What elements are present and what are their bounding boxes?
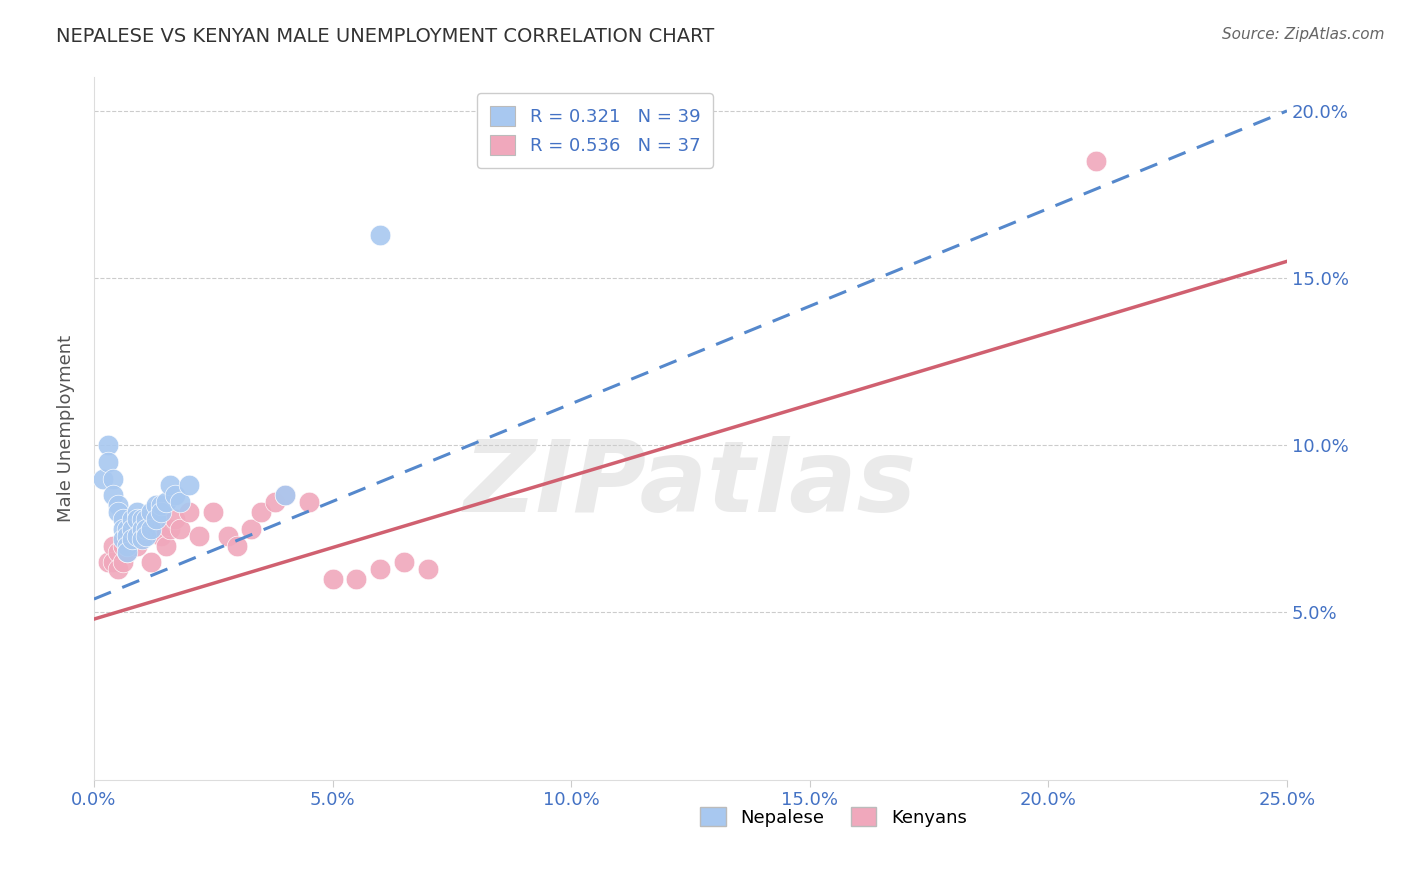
Point	[264, 495, 287, 509]
Text: NEPALESE VS KENYAN MALE UNEMPLOYMENT CORRELATION CHART: NEPALESE VS KENYAN MALE UNEMPLOYMENT COR…	[56, 27, 714, 45]
Text: ZIPatlas: ZIPatlas	[464, 436, 917, 533]
Point	[141, 522, 163, 536]
Point	[141, 555, 163, 569]
Point	[131, 532, 153, 546]
Point	[101, 555, 124, 569]
Point	[145, 499, 167, 513]
Point	[135, 528, 157, 542]
Point	[141, 505, 163, 519]
Point	[135, 522, 157, 536]
Point	[125, 528, 148, 542]
Point	[165, 488, 187, 502]
Point	[93, 472, 115, 486]
Point	[117, 528, 139, 542]
Point	[121, 532, 143, 546]
Point	[155, 539, 177, 553]
Point	[111, 539, 134, 553]
Point	[107, 545, 129, 559]
Point	[101, 539, 124, 553]
Point	[298, 495, 321, 509]
Point	[101, 488, 124, 502]
Point	[125, 539, 148, 553]
Text: Source: ZipAtlas.com: Source: ZipAtlas.com	[1222, 27, 1385, 42]
Point	[392, 555, 415, 569]
Point	[107, 562, 129, 576]
Point	[1085, 154, 1108, 169]
Point	[159, 478, 181, 492]
Point	[344, 572, 367, 586]
Point	[149, 528, 172, 542]
Point	[149, 499, 172, 513]
Point	[121, 522, 143, 536]
Point	[97, 438, 120, 452]
Point	[97, 455, 120, 469]
Point	[125, 505, 148, 519]
Legend: Nepalese, Kenyans: Nepalese, Kenyans	[693, 800, 974, 834]
Point	[117, 545, 139, 559]
Point	[187, 528, 209, 542]
Point	[368, 227, 391, 242]
Point	[121, 522, 143, 536]
Point	[131, 522, 153, 536]
Point	[117, 528, 139, 542]
Point	[322, 572, 344, 586]
Point	[165, 512, 187, 526]
Point	[117, 539, 139, 553]
Point	[202, 505, 225, 519]
Point	[416, 562, 439, 576]
Point	[217, 528, 239, 542]
Point	[135, 522, 157, 536]
Point	[226, 539, 249, 553]
Point	[107, 505, 129, 519]
Point	[131, 512, 153, 526]
Point	[117, 522, 139, 536]
Point	[179, 478, 201, 492]
Point	[240, 522, 263, 536]
Point	[117, 545, 139, 559]
Point	[145, 512, 167, 526]
Point	[125, 512, 148, 526]
Point	[111, 512, 134, 526]
Point	[101, 472, 124, 486]
Point	[121, 512, 143, 526]
Point	[250, 505, 273, 519]
Point	[274, 488, 297, 502]
Point	[149, 505, 172, 519]
Point	[111, 555, 134, 569]
Y-axis label: Male Unemployment: Male Unemployment	[58, 335, 75, 522]
Point	[111, 522, 134, 536]
Point	[169, 495, 191, 509]
Point	[155, 495, 177, 509]
Point	[131, 528, 153, 542]
Point	[159, 522, 181, 536]
Point	[135, 512, 157, 526]
Point	[368, 562, 391, 576]
Point	[145, 522, 167, 536]
Point	[169, 522, 191, 536]
Point	[111, 532, 134, 546]
Point	[274, 488, 297, 502]
Point	[179, 505, 201, 519]
Point	[97, 555, 120, 569]
Point	[107, 499, 129, 513]
Point	[131, 512, 153, 526]
